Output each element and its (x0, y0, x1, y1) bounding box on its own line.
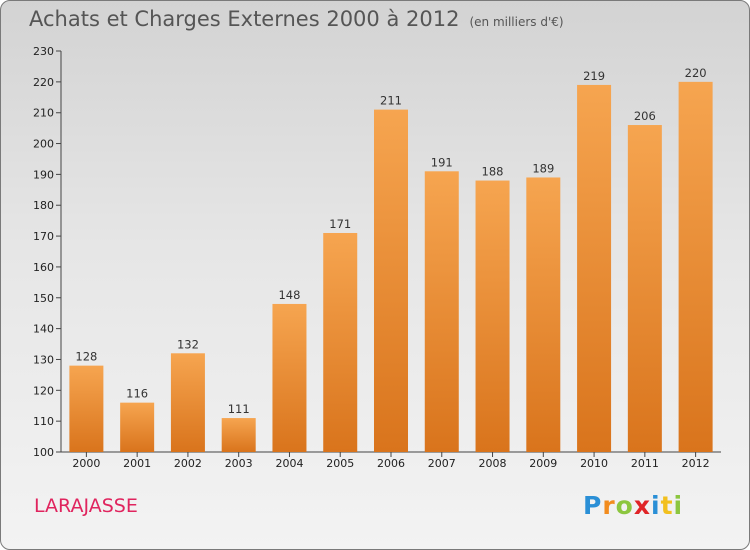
bar (120, 402, 155, 452)
bar (221, 418, 256, 452)
x-tick-label: 2006 (377, 457, 405, 470)
bar-value-label: 219 (583, 69, 605, 83)
x-tick-label: 2009 (529, 457, 557, 470)
logo-letter: r (602, 491, 616, 520)
bar (577, 84, 612, 452)
bar-value-label: 111 (228, 402, 250, 416)
logo-letter: P (583, 491, 603, 520)
logo-letter: o (615, 491, 634, 520)
bar (272, 303, 307, 452)
chart-title-block: Achats et Charges Externes 2000 à 2012 (e… (29, 7, 564, 31)
bar (475, 180, 510, 453)
bar-value-label: 171 (329, 217, 351, 231)
commune-name: LARAJASSE (34, 495, 138, 517)
bar (170, 353, 205, 452)
bar-value-label: 116 (126, 387, 148, 401)
x-tick-label: 2004 (275, 457, 303, 470)
bar (69, 365, 104, 452)
y-tick-label: 160 (33, 261, 54, 274)
x-tick-label: 2010 (580, 457, 608, 470)
logo-letter: i (673, 491, 684, 520)
bar-value-label: 188 (482, 165, 504, 179)
logo-letter: x (633, 491, 651, 520)
y-tick-label: 190 (33, 168, 54, 181)
y-tick-label: 230 (33, 45, 54, 58)
y-tick-label: 110 (33, 415, 54, 428)
x-tick-label: 2005 (326, 457, 354, 470)
bar-value-label: 206 (634, 109, 656, 123)
y-tick-label: 140 (33, 323, 54, 336)
bar-value-label: 220 (685, 66, 707, 80)
x-tick-label: 2011 (631, 457, 659, 470)
bar (424, 171, 459, 453)
y-tick-label: 210 (33, 107, 54, 120)
x-tick-label: 2003 (225, 457, 253, 470)
y-tick-label: 150 (33, 292, 54, 305)
x-tick-label: 2000 (72, 457, 100, 470)
bar-value-label: 211 (380, 94, 402, 108)
x-tick-label: 2008 (479, 457, 507, 470)
chart-title: Achats et Charges Externes 2000 à 2012 (29, 7, 460, 31)
bar-value-label: 189 (532, 161, 554, 175)
bar (627, 125, 662, 453)
logo-letter: t (660, 491, 674, 520)
chart-unit: (en milliers d'€) (469, 15, 564, 29)
y-tick-label: 120 (33, 384, 54, 397)
bar (678, 81, 713, 452)
y-tick-label: 130 (33, 353, 54, 366)
x-tick-label: 2001 (123, 457, 151, 470)
proxiti-logo: Proxiti (583, 491, 683, 520)
bar (374, 109, 408, 452)
bar (323, 232, 358, 452)
bar (526, 177, 561, 452)
x-tick-label: 2012 (682, 457, 710, 470)
y-tick-label: 220 (33, 76, 54, 89)
bar-value-label: 128 (75, 350, 97, 364)
bar-value-label: 148 (278, 288, 300, 302)
y-tick-label: 180 (33, 199, 54, 212)
x-tick-label: 2002 (174, 457, 202, 470)
y-tick-label: 100 (33, 446, 54, 459)
bar-value-label: 132 (177, 337, 199, 351)
bar-value-label: 191 (431, 155, 453, 169)
y-tick-label: 170 (33, 230, 54, 243)
x-tick-label: 2007 (428, 457, 456, 470)
y-tick-label: 200 (33, 138, 54, 151)
logo-letter: i (651, 491, 661, 520)
